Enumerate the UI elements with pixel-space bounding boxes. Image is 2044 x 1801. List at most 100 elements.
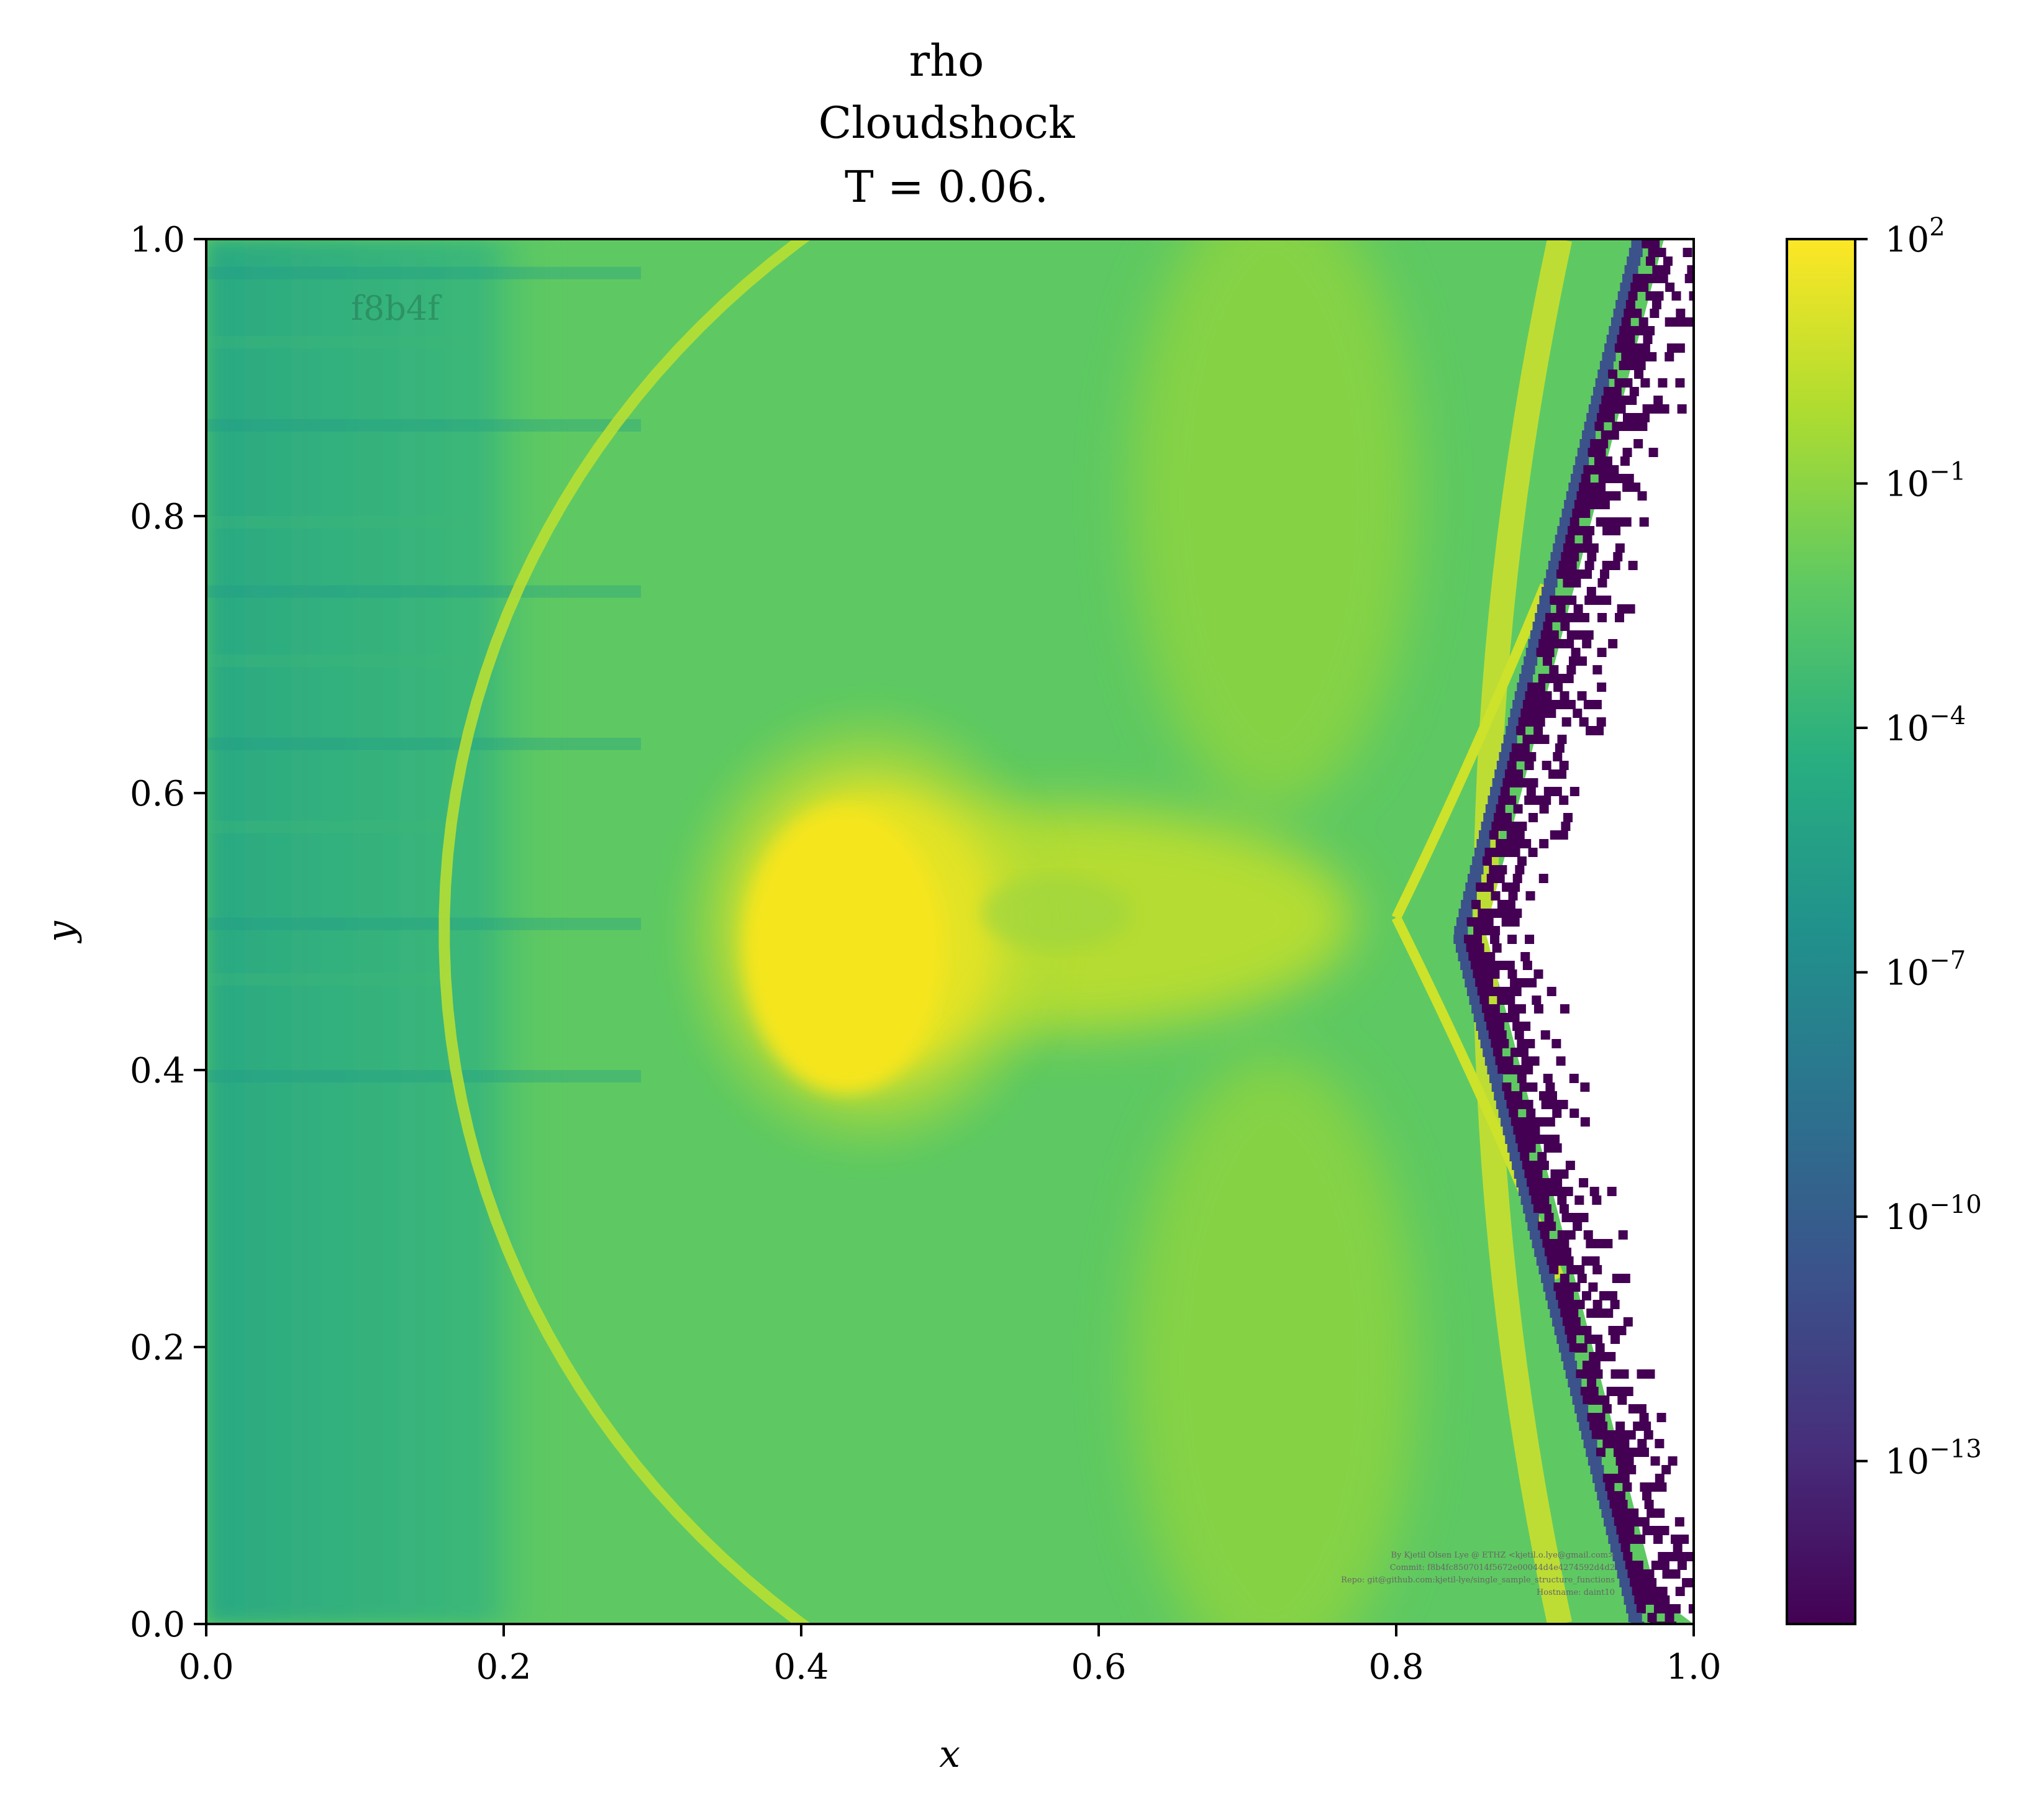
vacuum-edge-cell — [1567, 596, 1577, 605]
attribution-line-4: Hostname: daint10 — [1537, 1588, 1615, 1597]
vacuum-edge-cell — [1665, 352, 1674, 361]
x-axis-ticks: 0.0 0.2 0.4 0.6 0.8 1.0 — [178, 1624, 1722, 1687]
vacuum-edge-cell — [1498, 1109, 1512, 1118]
vacuum-edge-cell — [1540, 630, 1550, 640]
vacuum-edge-cell — [1509, 1152, 1524, 1161]
vacuum-edge-cell — [1625, 604, 1635, 614]
vacuum-edge-cell — [1599, 1500, 1613, 1509]
vacuum-edge-cell — [1553, 1282, 1563, 1292]
vacuum-edge-cell — [1590, 1256, 1600, 1266]
vacuum-edge-cell — [1478, 1030, 1492, 1040]
x-tick-label: 0.6 — [1071, 1647, 1126, 1687]
vacuum-edge-cell — [1548, 561, 1562, 570]
vacuum-edge-cell — [1590, 439, 1600, 448]
vacuum-edge-cell — [1586, 1448, 1600, 1457]
vacuum-edge-cell — [1658, 1587, 1668, 1596]
vacuum-edge-cell — [1628, 1613, 1642, 1622]
vacuum-edge-cell — [1569, 787, 1579, 796]
vacuum-edge-cell — [1495, 909, 1505, 918]
vacuum-edge-cell — [1526, 1143, 1536, 1153]
vacuum-edge-cell — [1564, 1256, 1574, 1266]
vacuum-edge-cell — [1584, 1335, 1594, 1344]
vacuum-edge-cell — [1489, 865, 1499, 874]
vacuum-edge-cell — [1556, 1335, 1571, 1344]
vacuum-edge-cell — [1460, 961, 1474, 970]
vacuum-edge-cell — [1582, 1326, 1592, 1335]
vacuum-edge-cell — [1603, 387, 1613, 396]
vacuum-edge-cell — [1618, 1465, 1628, 1474]
vacuum-edge-cell — [1607, 404, 1617, 414]
vacuum-edge-cell — [1645, 291, 1655, 301]
vacuum-edge-cell — [1516, 1178, 1530, 1187]
vacuum-edge-cell — [1515, 830, 1525, 840]
vacuum-edge-cell — [1550, 596, 1560, 605]
vacuum-edge-cell — [1602, 561, 1612, 570]
vacuum-edge-cell — [1652, 265, 1662, 274]
vacuum-edge-cell — [1582, 1291, 1592, 1300]
vacuum-edge-cell — [1601, 396, 1611, 405]
vacuum-edge-cell — [1574, 500, 1584, 509]
vacuum-edge-cell — [1597, 1491, 1611, 1500]
vacuum-edge-cell — [1688, 1604, 1694, 1613]
vacuum-edge-cell — [1537, 1117, 1547, 1127]
vacuum-edge-cell — [1658, 274, 1668, 283]
vacuum-edge-cell — [1576, 1413, 1591, 1422]
vacuum-edge-cell — [1579, 1178, 1589, 1187]
vacuum-edge-cell — [1591, 1395, 1601, 1405]
vacuum-edge-cell — [1617, 1395, 1627, 1405]
vacuum-edge-cell — [1484, 848, 1494, 857]
vacuum-edge-cell — [1674, 1517, 1684, 1527]
vacuum-edge-cell — [1464, 935, 1474, 944]
vacuum-edge-cell — [1574, 1195, 1584, 1205]
vacuum-edge-cell — [1581, 474, 1591, 483]
vacuum-edge-cell — [1627, 396, 1637, 405]
vacuum-edge-cell — [1566, 630, 1576, 640]
vacuum-edge-cell — [1638, 1578, 1648, 1587]
x-tick-label: 0.8 — [1368, 1647, 1424, 1687]
vacuum-edge-cell — [1561, 1213, 1571, 1222]
vacuum-edge-cell — [1660, 1526, 1669, 1535]
vacuum-edge-cell — [1530, 630, 1545, 640]
vacuum-edge-cell — [1537, 1152, 1547, 1161]
vacuum-edge-cell — [1495, 1022, 1505, 1031]
vacuum-edge-cell — [1503, 735, 1517, 744]
vacuum-edge-cell — [1540, 735, 1550, 744]
vacuum-edge-cell — [1516, 1004, 1526, 1014]
vacuum-edge-cell — [1625, 1561, 1635, 1570]
vacuum-edge-cell — [1596, 517, 1606, 527]
vacuum-edge-cell — [1639, 1413, 1649, 1422]
vacuum-edge-cell — [1586, 726, 1596, 735]
vacuum-edge-cell — [1604, 1517, 1618, 1527]
vacuum-edge-cell — [1478, 909, 1488, 918]
vacuum-edge-cell — [1638, 352, 1648, 361]
vacuum-edge-cell — [1522, 735, 1532, 744]
vacuum-edge-cell — [1639, 517, 1649, 527]
vacuum-edge-cell — [1515, 1135, 1525, 1144]
vacuum-edge-cell — [1610, 1335, 1620, 1344]
vacuum-edge-cell — [1671, 291, 1681, 301]
vacuum-edge-cell — [1517, 1039, 1527, 1048]
vacuum-edge-cell — [1583, 569, 1592, 579]
vacuum-edge-cell — [1456, 917, 1470, 927]
vacuum-edge-cell — [1609, 1500, 1619, 1509]
vacuum-edge-cell — [1473, 935, 1483, 944]
vacuum-edge-cell — [1502, 1082, 1512, 1092]
vacuum-edge-cell — [1474, 943, 1484, 953]
vacuum-edge-cell — [1597, 683, 1607, 692]
vacuum-edge-cell — [1624, 309, 1633, 318]
vacuum-edge-cell — [1554, 613, 1564, 622]
vacuum-edge-cell — [1576, 526, 1586, 535]
vacuum-edge-cell — [1628, 291, 1638, 301]
vacuum-edge-cell — [1569, 1074, 1579, 1083]
vacuum-edge-cell — [1524, 1065, 1533, 1074]
vacuum-edge-cell — [1542, 1204, 1551, 1214]
colorbar-tick-label: 10−13 — [1885, 1435, 1982, 1482]
vacuum-edge-cell — [1650, 1456, 1660, 1466]
colorbar-tick-label: 10−7 — [1885, 946, 1966, 994]
vacuum-edge-cell — [1615, 1387, 1625, 1396]
vacuum-edge-cell — [1497, 900, 1507, 909]
vacuum-edge-cell — [1611, 526, 1621, 535]
vacuum-edge-cell — [1467, 874, 1481, 883]
vacuum-edge-cell — [1592, 1300, 1602, 1309]
vacuum-edge-cell — [1597, 1352, 1607, 1361]
